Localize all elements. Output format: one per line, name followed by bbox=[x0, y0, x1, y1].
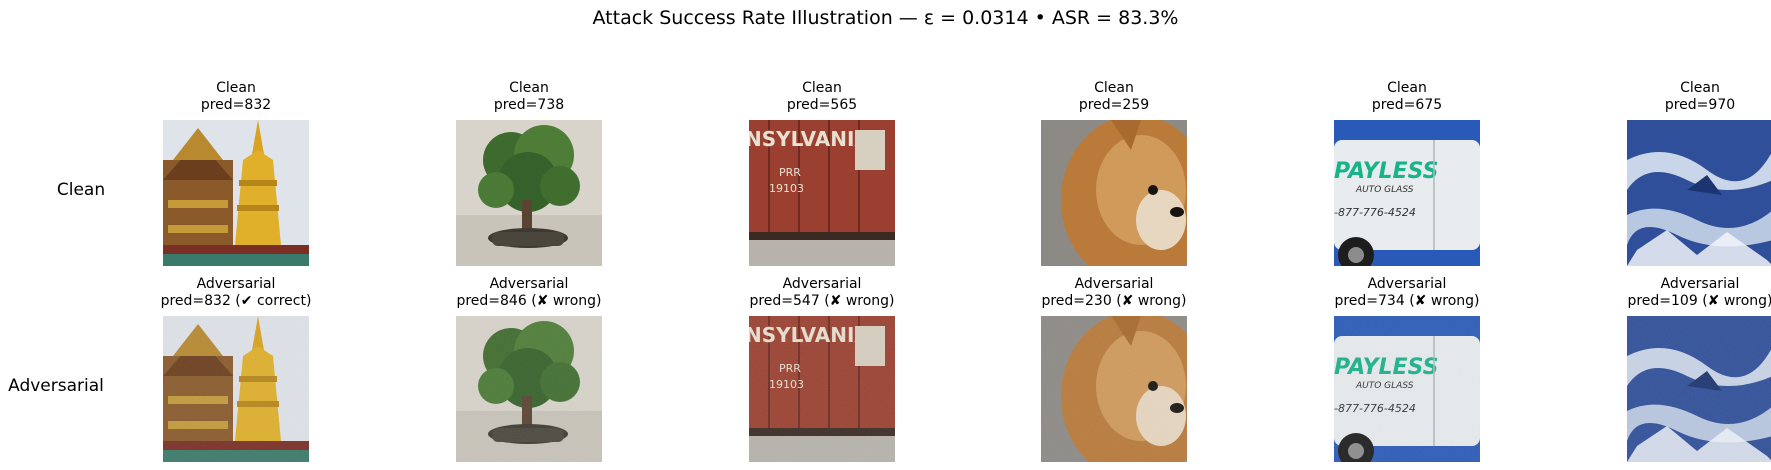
panel-caption: Adversarial pred=547 (✘ wrong) bbox=[689, 276, 955, 310]
prediction-label: pred=259 bbox=[1078, 97, 1150, 113]
potted-bonsai-tree-image bbox=[456, 316, 602, 462]
panel-caption: Adversarial pred=109 (✘ wrong) bbox=[1567, 276, 1771, 310]
panel-label: Clean bbox=[216, 80, 256, 96]
prediction-label: pred=832 (✔ correct) bbox=[160, 293, 312, 309]
panel-caption: Clean pred=738 bbox=[396, 80, 662, 114]
prediction-label: pred=970 bbox=[1664, 97, 1736, 113]
panel-label: Adversarial bbox=[782, 276, 862, 292]
prediction-label: pred=565 bbox=[786, 97, 858, 113]
payless-van-image: PAYLESS AUTO GLASS -877-776-4524 bbox=[1334, 316, 1480, 462]
panel-label: Adversarial bbox=[196, 276, 276, 292]
golden-stupa-temple-image bbox=[163, 120, 309, 266]
golden-stupa-temple-image bbox=[163, 316, 309, 462]
row-label-clean: Clean bbox=[56, 180, 106, 200]
pennsylvania-boxcar-image: NSYLVANIA PRR 19103 bbox=[749, 316, 895, 462]
panel-label: Clean bbox=[509, 80, 549, 96]
panel-caption: Clean pred=832 bbox=[103, 80, 369, 114]
panel-caption: Clean pred=565 bbox=[689, 80, 955, 114]
svg-text:PRR: PRR bbox=[779, 362, 801, 375]
svg-text:PAYLESS: PAYLESS bbox=[1334, 355, 1439, 380]
panel-caption: Adversarial pred=230 (✘ wrong) bbox=[981, 276, 1247, 310]
prediction-label: pred=675 bbox=[1371, 97, 1443, 113]
payless-van-image: PAYLESS AUTO GLASS -877-776-4524 bbox=[1334, 120, 1480, 266]
prediction-label: pred=738 bbox=[493, 97, 565, 113]
pennsylvania-boxcar-image: NSYLVANIA PRR 19103 bbox=[749, 120, 895, 266]
prediction-label: pred=832 bbox=[200, 97, 272, 113]
panel-caption: Clean pred=259 bbox=[981, 80, 1247, 114]
panel-label: Clean bbox=[1680, 80, 1720, 96]
svg-text:-877-776-4524: -877-776-4524 bbox=[1334, 206, 1416, 219]
snowy-mountains-aerial-image bbox=[1627, 316, 1771, 462]
snowy-mountains-aerial-image bbox=[1627, 120, 1771, 266]
svg-text:NSYLVANIA: NSYLVANIA bbox=[749, 323, 870, 347]
panel-caption: Clean pred=675 bbox=[1274, 80, 1540, 114]
panel-label: Adversarial bbox=[1660, 276, 1740, 292]
panel-label: Adversarial bbox=[1074, 276, 1154, 292]
panel-caption: Clean pred=970 bbox=[1567, 80, 1771, 114]
svg-text:AUTO GLASS: AUTO GLASS bbox=[1355, 381, 1414, 391]
svg-text:PRR: PRR bbox=[779, 166, 801, 179]
panel-caption: Adversarial pred=846 (✘ wrong) bbox=[396, 276, 662, 310]
svg-text:PAYLESS: PAYLESS bbox=[1334, 159, 1439, 184]
svg-text:19103: 19103 bbox=[769, 378, 804, 391]
svg-text:-877-776-4524: -877-776-4524 bbox=[1334, 402, 1416, 415]
panel-label: Clean bbox=[802, 80, 842, 96]
row-label-adversarial: Adversarial bbox=[8, 376, 104, 396]
svg-text:AUTO GLASS: AUTO GLASS bbox=[1355, 185, 1414, 195]
prediction-label: pred=846 (✘ wrong) bbox=[456, 293, 602, 309]
svg-text:NSYLVANIA: NSYLVANIA bbox=[749, 127, 870, 151]
svg-text:19103: 19103 bbox=[769, 182, 804, 195]
panel-label: Adversarial bbox=[1367, 276, 1447, 292]
prediction-label: pred=230 (✘ wrong) bbox=[1041, 293, 1187, 309]
figure-title: Attack Success Rate Illustration — ε = 0… bbox=[592, 7, 1179, 29]
prediction-label: pred=734 (✘ wrong) bbox=[1334, 293, 1480, 309]
pomeranian-dog-image bbox=[1041, 316, 1187, 462]
panel-label: Clean bbox=[1094, 80, 1134, 96]
panel-label: Clean bbox=[1387, 80, 1427, 96]
potted-bonsai-tree-image bbox=[456, 120, 602, 266]
prediction-label: pred=109 (✘ wrong) bbox=[1627, 293, 1771, 309]
prediction-label: pred=547 (✘ wrong) bbox=[749, 293, 895, 309]
panel-caption: Adversarial pred=734 (✘ wrong) bbox=[1274, 276, 1540, 310]
panel-label: Adversarial bbox=[489, 276, 569, 292]
pomeranian-dog-image bbox=[1041, 120, 1187, 266]
panel-caption: Adversarial pred=832 (✔ correct) bbox=[103, 276, 369, 310]
